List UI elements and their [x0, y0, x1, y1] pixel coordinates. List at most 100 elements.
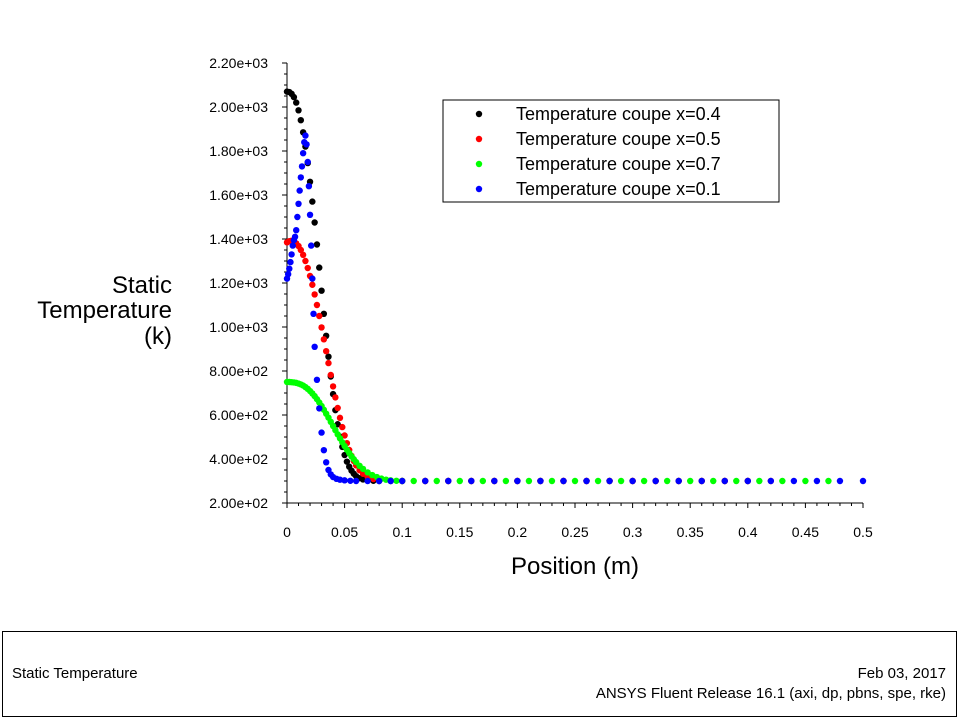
data-point — [309, 281, 316, 288]
data-series — [283, 88, 867, 485]
data-point — [297, 174, 305, 181]
data-point — [790, 477, 798, 485]
data-point — [347, 477, 354, 484]
y-axis-title-line: Temperature — [37, 297, 172, 324]
data-point — [294, 213, 301, 221]
data-point — [316, 264, 323, 271]
data-point — [744, 477, 751, 485]
data-point — [721, 477, 728, 485]
footer-panel: Static Temperature Feb 03, 2017 ANSYS Fl… — [2, 631, 957, 717]
legend-label: Temperature coupe x=0.5 — [516, 129, 721, 149]
x-tick-label: 0.35 — [677, 524, 704, 540]
data-point — [303, 141, 310, 148]
data-point — [675, 477, 682, 485]
data-point — [687, 477, 694, 485]
data-point — [537, 477, 544, 485]
data-point — [364, 477, 371, 485]
data-point — [502, 477, 510, 485]
x-tick-label: 0 — [283, 524, 291, 540]
data-point — [336, 414, 344, 422]
legend-label: Temperature coupe x=0.4 — [516, 104, 721, 124]
data-point — [318, 324, 325, 331]
data-point — [341, 477, 348, 484]
data-point — [548, 477, 556, 485]
axes — [282, 62, 864, 508]
y-axis-title: Static Temperature (k) — [37, 272, 172, 350]
data-point — [297, 117, 305, 124]
data-point — [304, 158, 311, 166]
legend: Temperature coupe x=0.4 Temperature coup… — [442, 99, 780, 203]
data-point — [606, 477, 613, 485]
data-point — [445, 477, 452, 485]
data-point — [571, 477, 579, 485]
data-point — [352, 477, 360, 485]
data-point — [640, 477, 648, 485]
data-point — [322, 459, 330, 466]
data-point — [288, 251, 295, 258]
footer-release: ANSYS Fluent Release 16.1 (axi, dp, pbns… — [595, 685, 946, 702]
data-point — [594, 477, 602, 485]
x-tick-label: 0.25 — [561, 524, 588, 540]
y-tick-label: 1.20e+03 — [209, 275, 268, 291]
legend-marker — [475, 135, 483, 143]
data-point — [286, 265, 293, 272]
legend-marker — [475, 160, 483, 168]
data-point — [311, 343, 318, 350]
data-point — [325, 353, 332, 360]
data-point — [652, 477, 659, 485]
tick-labels: 2.00e+02 4.00e+02 6.00e+02 8.00e+02 1.00e+03… — [209, 55, 873, 540]
data-point — [410, 477, 417, 485]
data-point — [629, 477, 636, 485]
data-point — [313, 301, 321, 309]
data-point — [343, 458, 351, 465]
data-point — [339, 423, 346, 431]
data-point — [302, 257, 309, 265]
x-axis-title: Position (m) — [511, 553, 639, 580]
data-point — [525, 477, 533, 485]
data-point — [767, 477, 775, 485]
y-tick-label: 6.00e+02 — [209, 407, 268, 423]
data-point — [859, 477, 867, 485]
data-point — [318, 287, 325, 294]
data-point — [779, 477, 786, 485]
data-point — [307, 242, 315, 249]
data-point — [311, 291, 318, 298]
data-point — [311, 219, 318, 226]
y-tick-label: 1.00e+03 — [209, 319, 268, 335]
legend-frame — [442, 99, 780, 203]
data-point — [313, 376, 321, 383]
data-point — [560, 477, 567, 485]
x-tick-label: 0.4 — [738, 524, 758, 540]
data-point — [290, 93, 298, 101]
data-point — [327, 371, 334, 379]
data-point — [309, 198, 316, 205]
data-point — [583, 477, 590, 485]
data-point — [313, 241, 321, 248]
legend-marker — [475, 110, 483, 118]
data-point — [304, 264, 311, 272]
data-point — [297, 246, 305, 254]
data-point — [393, 477, 400, 484]
legend-label: Temperature coupe x=0.1 — [516, 179, 721, 199]
data-point — [756, 477, 763, 485]
data-point — [306, 211, 314, 218]
legend-label: Temperature coupe x=0.7 — [516, 154, 721, 174]
series-3 — [283, 132, 867, 485]
data-point — [710, 477, 717, 485]
data-point — [299, 150, 307, 157]
data-point — [309, 275, 316, 282]
data-point — [341, 432, 348, 439]
data-point — [320, 447, 328, 454]
data-point — [296, 187, 303, 194]
y-tick-label: 2.20e+03 — [209, 55, 268, 71]
data-point — [295, 200, 302, 207]
data-point — [836, 477, 844, 485]
data-point — [320, 336, 328, 343]
y-tick-label: 8.00e+02 — [209, 363, 268, 379]
data-point — [289, 242, 296, 249]
data-point — [329, 383, 337, 390]
data-point — [325, 359, 332, 367]
data-point — [298, 163, 306, 170]
data-point — [316, 405, 323, 412]
data-point — [514, 477, 521, 485]
